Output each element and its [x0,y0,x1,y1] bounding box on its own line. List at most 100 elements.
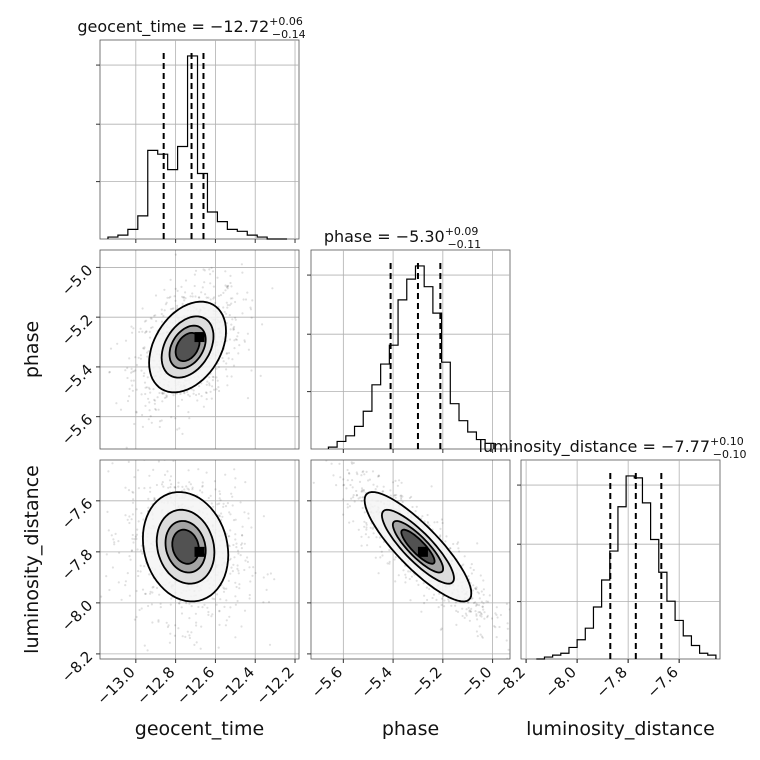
scatter-point [415,505,418,508]
scatter-point [393,494,396,497]
scatter-point [218,623,221,627]
scatter-point [250,316,253,319]
scatter-point [198,385,201,388]
scatter-point [139,570,142,573]
scatter-point [482,602,485,605]
scatter-point [163,392,166,395]
scatter-point [115,402,118,405]
scatter-point [440,518,443,521]
panel-frame [99,459,300,660]
scatter-point [228,558,231,562]
scatter-point [461,614,464,618]
scatter-point [135,411,138,414]
scatter-point [171,472,173,474]
scatter-point [205,391,208,394]
scatter-point [365,523,368,526]
scatter-point [218,490,221,493]
scatter-point [468,610,471,613]
scatter-point [361,490,364,493]
scatter-point [421,515,424,518]
scatter-point [140,393,143,396]
scatter-point [218,502,221,505]
scatter-point [128,521,131,525]
scatter-point [343,453,345,455]
scatter-point [247,512,250,515]
scatter-point [249,306,252,309]
x-tick-label-geocent_time: −12.8 [133,663,178,708]
scatter-point [137,520,140,523]
scatter-point [476,603,479,607]
scatter-point [348,505,351,508]
scatter-point [355,494,358,497]
scatter-point [85,584,87,586]
scatter-point [191,292,194,295]
scatter-point [352,494,355,497]
scatter-point [259,374,262,377]
scatter-point [126,366,129,370]
scatter-point [222,306,225,309]
scatter-point [130,367,133,370]
scatter-point [108,370,111,374]
scatter-point [107,529,110,532]
scatter-point [361,488,364,492]
scatter-point [462,563,465,566]
scatter-point [111,566,114,569]
scatter-point [240,547,243,550]
scatter-point [195,624,198,627]
scatter-point [111,462,114,465]
scatter-point [399,494,402,497]
scatter-point [485,600,488,603]
scatter-point [229,529,232,532]
scatter-point [132,541,135,544]
scatter-point [464,612,467,615]
scatter-point [345,487,348,490]
scatter-point [181,635,184,638]
scatter-point [216,379,219,382]
scatter-point [249,308,253,311]
scatter-point [427,522,430,525]
scatter-point [203,281,206,284]
scatter-point [363,525,366,528]
scatter-point [487,600,490,603]
scatter-point [210,502,213,505]
scatter-point [206,380,209,383]
scatter-point [149,486,152,489]
scatter-point [231,297,234,300]
scatter-point [236,549,240,552]
scatter-point [170,597,173,600]
scatter-point [234,300,237,304]
scatter-point [225,587,228,590]
scatter-point [133,370,136,373]
scatter-point [195,621,198,624]
scatter-point [346,503,349,506]
scatter-point [252,566,255,569]
scatter-point [141,413,144,417]
scatter-point [234,538,237,541]
scatter-point [248,593,251,597]
scatter-point [218,515,221,518]
title-sup: +0.10 [710,435,744,448]
scatter-point [439,535,442,538]
x-tick-label-geocent_time: −12.6 [173,663,218,708]
scatter-point [161,481,164,484]
scatter-point [235,585,238,589]
scatter-point [213,296,216,299]
scatter-point [219,294,222,297]
scatter-point [190,605,193,608]
scatter-point [393,494,396,497]
scatter-point [225,599,228,602]
scatter-point [431,596,434,600]
scatter-point [207,613,210,617]
scatter-point [154,408,158,411]
scatter-point [180,606,183,609]
x-tick-label-phase: −5.6 [308,663,346,701]
scatter-point [488,594,491,597]
scatter-point [135,508,138,511]
scatter-point [173,295,176,298]
scatter-point [227,535,230,538]
scatter-point [165,394,168,397]
scatter-point [209,390,212,393]
scatter-point [361,471,364,474]
scatter-point [188,636,191,640]
scatter-point [194,612,197,615]
